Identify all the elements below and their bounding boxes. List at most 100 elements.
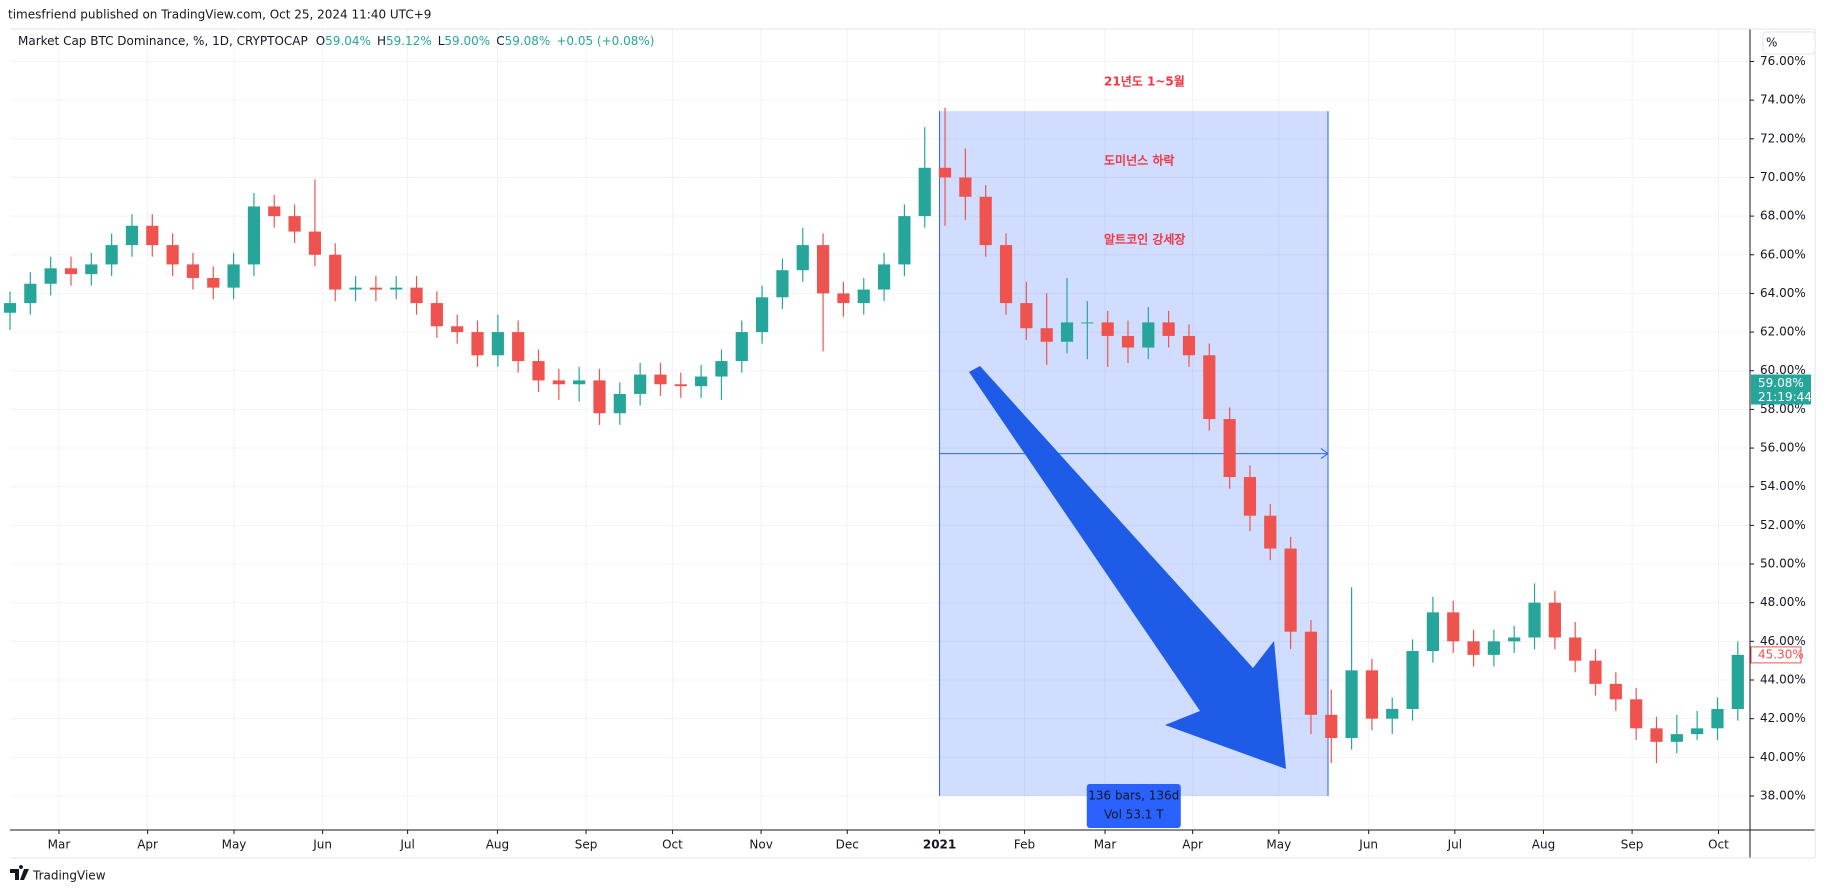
candle-body bbox=[674, 384, 687, 387]
candle-body bbox=[776, 270, 789, 298]
candle-body bbox=[1711, 708, 1724, 729]
legend-key: L bbox=[438, 34, 445, 48]
y-tick-label: 48.00% bbox=[1760, 595, 1806, 609]
candle-body bbox=[1670, 734, 1683, 742]
x-tick-label: Jun bbox=[312, 838, 332, 852]
annotation: 도미넌스 하락 bbox=[1104, 153, 1174, 168]
candle-body bbox=[1142, 322, 1155, 348]
price-badge-label: 45.30% bbox=[1758, 647, 1804, 661]
candle-body bbox=[1020, 303, 1033, 329]
candle-body bbox=[1203, 355, 1216, 420]
scale-mode[interactable]: % bbox=[1766, 36, 1777, 50]
y-tick-label: 52.00% bbox=[1760, 518, 1806, 532]
candle-body bbox=[1467, 641, 1480, 655]
legend-value: 59.04% bbox=[325, 34, 371, 48]
x-tick-label: Oct bbox=[662, 838, 683, 852]
candle-body bbox=[105, 245, 118, 265]
x-tick-label: Apr bbox=[1182, 838, 1203, 852]
candle-body bbox=[1630, 699, 1643, 729]
legend-title: Market Cap BTC Dominance, %, 1D, CRYPTOC… bbox=[18, 34, 308, 48]
candle-body bbox=[125, 225, 139, 246]
x-tick-label: Oct bbox=[1708, 838, 1729, 852]
candle-body bbox=[837, 293, 850, 304]
legend-value: 59.12% bbox=[386, 34, 432, 48]
candle-body bbox=[857, 289, 870, 304]
range-label-box bbox=[1086, 784, 1181, 828]
candle-body bbox=[1284, 548, 1297, 632]
candle-body bbox=[1325, 714, 1338, 738]
candle-body bbox=[1081, 322, 1094, 324]
candle-body bbox=[756, 297, 769, 333]
candle-body bbox=[166, 245, 179, 265]
candle-body bbox=[552, 380, 565, 385]
candle-body bbox=[1121, 335, 1135, 348]
candle-body bbox=[308, 231, 322, 255]
x-tick-label: May bbox=[222, 838, 247, 852]
x-tick-label: Aug bbox=[1532, 838, 1555, 852]
candle-body bbox=[207, 277, 220, 288]
price-badge-label: 59.08% bbox=[1758, 376, 1804, 390]
candle-body bbox=[979, 196, 992, 246]
candle-body bbox=[1101, 322, 1114, 336]
x-tick-label: Mar bbox=[1094, 838, 1117, 852]
candle-body bbox=[593, 380, 606, 414]
legend-change: +0.05 (+0.08%) bbox=[556, 34, 654, 48]
candle-body bbox=[1487, 641, 1500, 655]
candle-body bbox=[1162, 322, 1175, 336]
candle-body bbox=[1386, 708, 1399, 719]
candle-body bbox=[1447, 612, 1460, 642]
annotation: 21년도 1~5월 bbox=[1104, 74, 1185, 89]
y-tick-label: 68.00% bbox=[1760, 209, 1806, 223]
candle-body bbox=[1569, 637, 1582, 661]
legend-value: 59.08% bbox=[505, 34, 551, 48]
candle-body bbox=[796, 245, 809, 271]
candle-body bbox=[898, 216, 911, 265]
legend-key: O bbox=[316, 34, 325, 48]
legend-value: 59.00% bbox=[444, 34, 490, 48]
legend-key: H bbox=[377, 34, 386, 48]
y-tick-label: 72.00% bbox=[1760, 131, 1806, 145]
candle-body bbox=[613, 393, 626, 414]
y-tick-label: 76.00% bbox=[1760, 54, 1806, 68]
x-tick-label: Nov bbox=[749, 838, 772, 852]
candle-body bbox=[1691, 728, 1704, 735]
candle-body bbox=[1264, 515, 1277, 549]
candle-body bbox=[1508, 637, 1521, 642]
y-tick-label: 46.00% bbox=[1760, 634, 1806, 648]
candle-body bbox=[24, 283, 37, 304]
y-tick-label: 74.00% bbox=[1760, 93, 1806, 107]
x-tick-label: Sep bbox=[1621, 838, 1644, 852]
x-tick-label: Aug bbox=[486, 838, 509, 852]
candle-body bbox=[491, 332, 504, 356]
price-badge bbox=[1750, 646, 1802, 664]
legend-key: C bbox=[496, 34, 504, 48]
y-tick-label: 50.00% bbox=[1760, 557, 1806, 571]
candle-body bbox=[227, 264, 240, 288]
candle-body bbox=[654, 374, 667, 385]
x-tick-label: Feb bbox=[1014, 838, 1035, 852]
drawn-arrow bbox=[969, 366, 1286, 769]
candle-body bbox=[1304, 631, 1318, 715]
candle-body bbox=[959, 177, 972, 197]
x-tick-label: Mar bbox=[48, 838, 71, 852]
y-tick-label: 38.00% bbox=[1760, 788, 1806, 802]
candle-body bbox=[1548, 602, 1561, 638]
candle-body bbox=[1365, 670, 1379, 719]
candle-body bbox=[1731, 654, 1744, 709]
x-tick-label: Jun bbox=[1358, 838, 1378, 852]
candle-body bbox=[735, 332, 748, 362]
candle-body bbox=[146, 225, 159, 246]
price-badge bbox=[1751, 374, 1811, 405]
y-tick-label: 40.00% bbox=[1760, 750, 1806, 764]
candle-body bbox=[349, 287, 362, 290]
candle-body bbox=[1589, 660, 1602, 684]
candle-body bbox=[999, 245, 1013, 304]
candle-body bbox=[512, 332, 525, 362]
candle-body bbox=[532, 361, 545, 381]
y-tick-label: 58.00% bbox=[1760, 402, 1806, 416]
candle-body bbox=[918, 167, 931, 217]
tradingview-logo bbox=[10, 865, 29, 880]
candle-body bbox=[3, 303, 17, 313]
x-tick-label: Sep bbox=[575, 838, 598, 852]
